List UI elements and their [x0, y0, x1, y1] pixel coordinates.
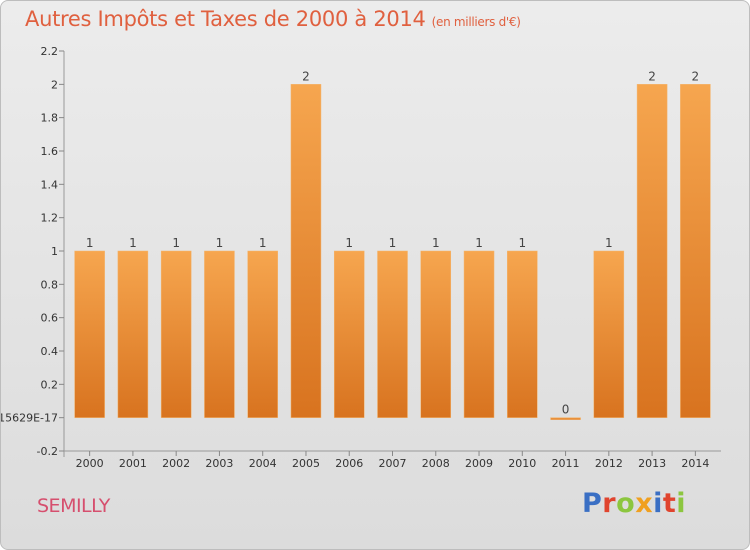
bar-2005[interactable] — [290, 84, 322, 418]
data-label-2006: 1 — [345, 236, 353, 250]
bar-2013[interactable] — [636, 84, 668, 418]
y-tick-label: 0.2 — [41, 378, 59, 391]
bar-2009[interactable] — [463, 250, 495, 418]
bar-2014[interactable] — [680, 84, 711, 418]
x-tick-label-2007: 2007 — [379, 457, 407, 470]
logo-letter: r — [602, 488, 617, 519]
logo-letter: P — [582, 488, 603, 519]
bar-2004[interactable] — [247, 250, 278, 418]
logo-letter: i — [676, 488, 687, 519]
bar-2010[interactable] — [507, 250, 538, 418]
data-label-2002: 1 — [172, 236, 180, 250]
x-tick-label-2004: 2004 — [249, 457, 277, 470]
bar-2002[interactable] — [160, 250, 192, 418]
y-tick-label: 1.6 — [41, 145, 59, 158]
data-label-2004: 1 — [259, 236, 267, 250]
data-label-2003: 1 — [216, 236, 224, 250]
bar-2011[interactable] — [550, 417, 581, 420]
data-label-2013: 2 — [648, 69, 656, 83]
logo-letter: x — [635, 488, 654, 519]
bar-2003[interactable] — [204, 250, 235, 418]
y-tick-label: -15629E-17 — [1, 412, 58, 425]
x-tick-label-2010: 2010 — [508, 457, 536, 470]
y-tick-label: 1.4 — [41, 178, 59, 191]
logo-letter: o — [616, 488, 636, 519]
y-tick-label: -0.2 — [37, 445, 58, 458]
x-tick-label-2001: 2001 — [119, 457, 147, 470]
data-label-2005: 2 — [302, 69, 310, 83]
proxiti-logo[interactable]: Proxiti — [582, 488, 686, 519]
x-tick-label-2011: 2011 — [552, 457, 580, 470]
x-tick-label-2006: 2006 — [335, 457, 363, 470]
x-tick-label-2000: 2000 — [76, 457, 104, 470]
y-tick-label: 0.6 — [41, 312, 59, 325]
data-label-2008: 1 — [432, 236, 440, 250]
y-tick-label: 1.2 — [41, 212, 59, 225]
bar-2012[interactable] — [593, 250, 625, 418]
x-tick-label-2003: 2003 — [205, 457, 233, 470]
x-tick-label-2012: 2012 — [595, 457, 623, 470]
y-tick-label: 0.8 — [41, 278, 59, 291]
y-tick-label: 2 — [51, 78, 58, 91]
logo-letter: i — [653, 488, 663, 519]
data-label-2012: 1 — [605, 236, 613, 250]
y-tick-label: 2.2 — [41, 45, 59, 58]
data-label-2010: 1 — [518, 236, 526, 250]
x-tick-label-2014: 2014 — [681, 457, 709, 470]
data-label-2009: 1 — [475, 236, 483, 250]
chart-title: Autres Impôts et Taxes de 2000 à 2014 (en… — [25, 7, 521, 31]
x-tick-label-2002: 2002 — [162, 457, 190, 470]
y-tick-label: 1.8 — [41, 112, 59, 125]
x-tick-label-2008: 2008 — [422, 457, 450, 470]
x-tick-label-2005: 2005 — [292, 457, 320, 470]
x-tick-label-2009: 2009 — [465, 457, 493, 470]
bar-2006[interactable] — [333, 250, 365, 418]
bar-2001[interactable] — [117, 250, 149, 418]
y-tick-label: 0.4 — [41, 345, 59, 358]
city-name: SEMILLY — [37, 495, 110, 517]
chart-subtitle: (en milliers d'€) — [431, 15, 521, 29]
data-label-2007: 1 — [389, 236, 397, 250]
x-tick-label-2013: 2013 — [638, 457, 666, 470]
bar-2008[interactable] — [420, 250, 452, 418]
bar-2007[interactable] — [377, 250, 408, 418]
data-label-2000: 1 — [86, 236, 94, 250]
data-label-2014: 2 — [692, 69, 700, 83]
data-label-2011: 0 — [562, 403, 570, 417]
data-label-2001: 1 — [129, 236, 137, 250]
y-tick-label: 1 — [51, 245, 58, 258]
logo-letter: t — [662, 488, 677, 519]
bar-2000[interactable] — [74, 250, 105, 418]
